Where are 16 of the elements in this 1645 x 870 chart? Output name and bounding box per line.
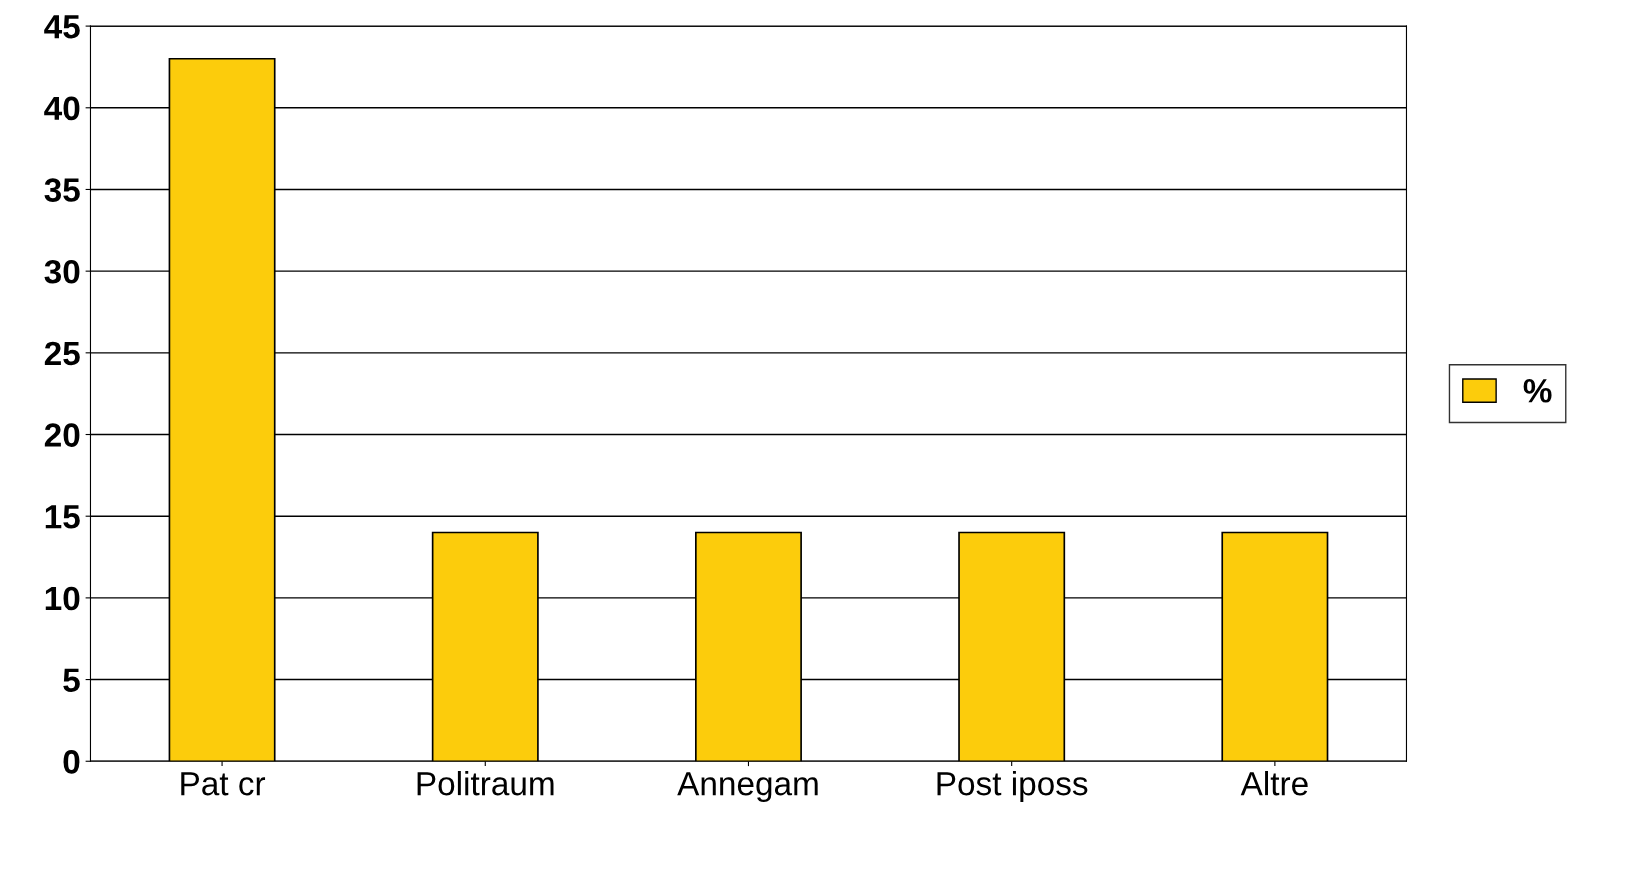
x-tick-label: Politraum xyxy=(417,770,554,796)
y-tick-label: 0 xyxy=(63,750,80,774)
y-tick-label: 5 xyxy=(63,668,80,692)
x-tick-label: Annegam xyxy=(677,772,818,803)
legend-label: % xyxy=(1523,379,1552,403)
y-tick-label: 10 xyxy=(45,586,80,611)
x-tick-label: Post iposs xyxy=(937,770,1088,803)
y-tick-label: 35 xyxy=(44,178,80,202)
x-tick-label: Pat cr xyxy=(181,772,266,796)
y-tick-label: 20 xyxy=(44,423,80,447)
y-tick-label: 45 xyxy=(44,15,80,39)
x-tick-label: Altre xyxy=(1240,770,1308,796)
y-tick-label: 30 xyxy=(44,259,80,284)
y-tick-label: 15 xyxy=(45,505,80,529)
y-tick-label: 25 xyxy=(44,341,80,366)
y-tick-label: 40 xyxy=(44,96,80,121)
